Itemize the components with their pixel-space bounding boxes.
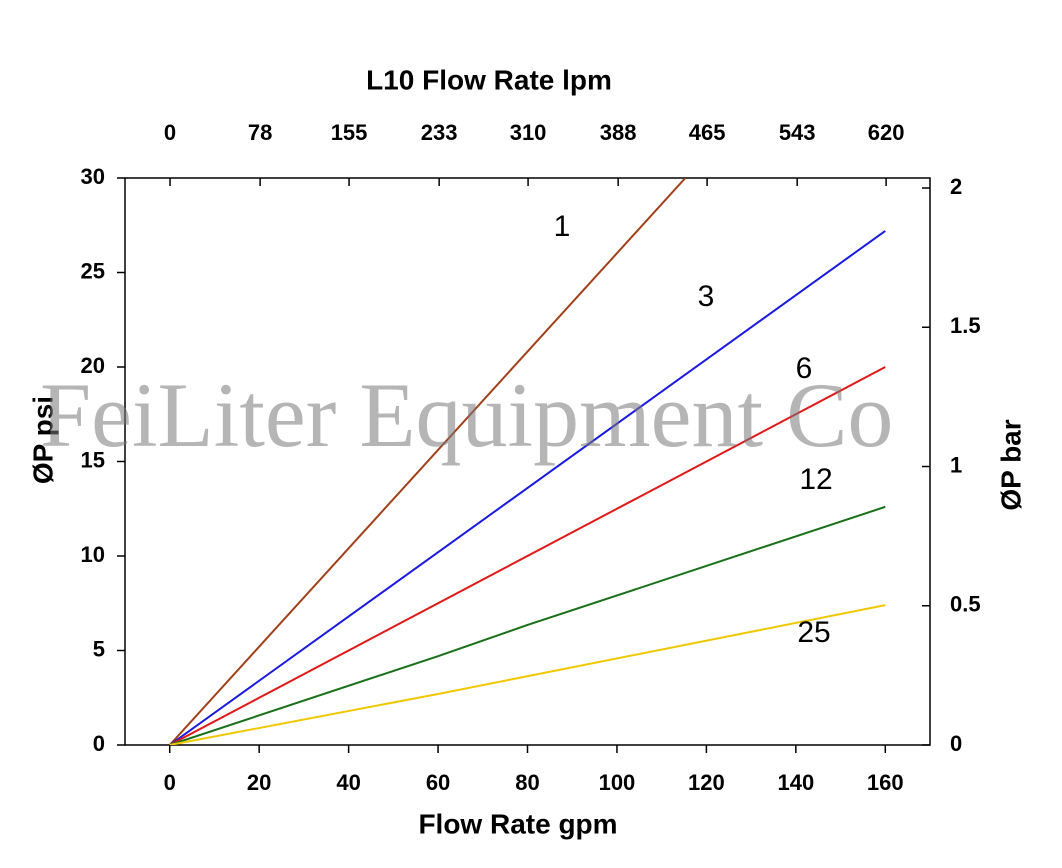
x-tick-label: 100 — [599, 770, 636, 795]
x2-tick-label: 155 — [331, 120, 368, 145]
y-tick-label: 5 — [93, 636, 105, 661]
y-axis-title: ØP psi — [27, 396, 58, 484]
x-tick-label: 40 — [336, 770, 360, 795]
y2-tick-label: 1 — [950, 452, 962, 477]
y2-tick-label: 2 — [950, 174, 962, 199]
y-tick-label: 0 — [93, 731, 105, 756]
series-label: 25 — [797, 616, 830, 649]
series-line — [169, 366, 886, 745]
series-label: 6 — [796, 352, 813, 385]
series-label: 12 — [799, 463, 832, 496]
x-tick-label: 80 — [515, 770, 539, 795]
x2-tick-label: 465 — [689, 120, 726, 145]
x2-tick-label: 620 — [868, 120, 905, 145]
x2-tick-label: 543 — [779, 120, 816, 145]
watermark: FeiLiter Equipment Co — [40, 364, 893, 466]
y-tick-label: 15 — [81, 447, 105, 472]
x2-tick-label: 233 — [421, 120, 458, 145]
x-axis-title: Flow Rate gpm — [418, 808, 617, 839]
x2-tick-label: 0 — [164, 120, 176, 145]
x-tick-label: 20 — [247, 770, 271, 795]
y2-axis-title: ØP bar — [995, 419, 1026, 510]
y-tick-label: 25 — [81, 258, 105, 283]
x-tick-label: 120 — [688, 770, 725, 795]
y-tick-label: 30 — [81, 164, 105, 189]
x-tick-label: 160 — [867, 770, 904, 795]
series-label: 3 — [698, 280, 715, 313]
x2-tick-label: 388 — [600, 120, 637, 145]
series-label: 1 — [554, 210, 571, 243]
x-tick-label: 140 — [777, 770, 814, 795]
series-line — [169, 604, 886, 745]
y2-tick-label: 1.5 — [950, 313, 981, 338]
y2-tick-label: 0 — [950, 731, 962, 756]
y2-tick-label: 0.5 — [950, 592, 981, 617]
x-tick-label: 60 — [426, 770, 450, 795]
series-line — [168, 178, 687, 745]
chart-title: L10 Flow Rate lpm — [366, 64, 612, 95]
series-line — [169, 230, 886, 745]
y-tick-label: 10 — [81, 542, 105, 567]
x2-tick-label: 78 — [248, 120, 272, 145]
x2-tick-label: 310 — [510, 120, 547, 145]
x-tick-label: 0 — [164, 770, 176, 795]
series-line — [169, 505, 886, 745]
y-tick-label: 20 — [81, 353, 105, 378]
